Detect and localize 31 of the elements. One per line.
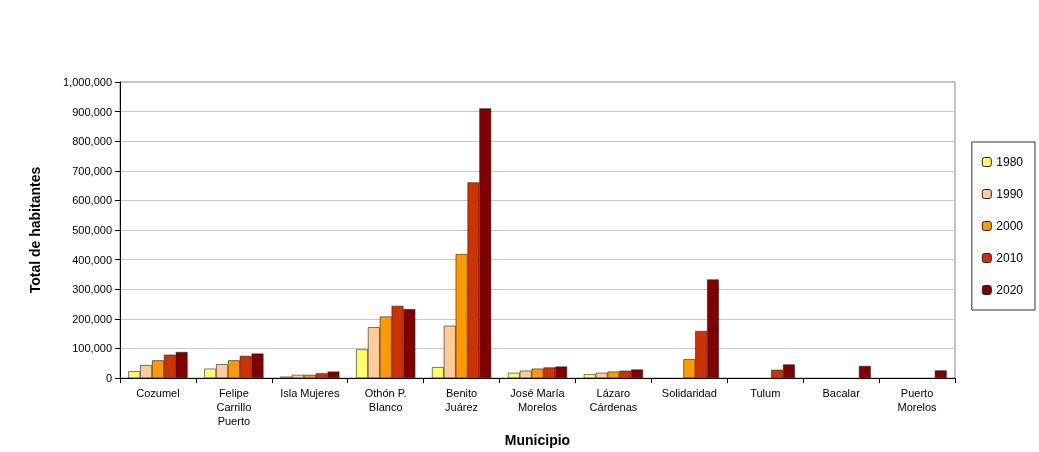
x-tick-label: Cozumel bbox=[136, 387, 180, 400]
legend-label: 2010 bbox=[996, 251, 1024, 265]
x-tick-label: Puerto Morelos bbox=[897, 387, 938, 414]
x-tick-label: Lázaro Cárdenas bbox=[589, 387, 638, 414]
x-tick-label: Benito Juárez bbox=[445, 387, 479, 414]
y-axis-title: Total de habitantes bbox=[27, 166, 43, 294]
y-tick-label: 0 bbox=[105, 372, 112, 385]
x-axis-title: Municipio bbox=[504, 432, 571, 448]
legend-label: 2020 bbox=[996, 283, 1024, 297]
bar bbox=[934, 370, 947, 379]
x-tick-label: José María Morelos bbox=[510, 387, 566, 414]
y-tick-label: 900,000 bbox=[72, 105, 112, 118]
legend-label: 2000 bbox=[996, 219, 1024, 233]
legend-label: 1990 bbox=[996, 187, 1024, 201]
x-tick-label: Othón P. Blanco bbox=[364, 387, 407, 414]
x-tick-label: Felipe Carrillo Puerto bbox=[216, 387, 252, 428]
y-tick-label: 400,000 bbox=[72, 253, 112, 266]
bar bbox=[858, 365, 871, 379]
x-tick-label: Solidaridad bbox=[661, 387, 717, 400]
x-tick-label: Tulum bbox=[750, 387, 781, 400]
legend-label: 1980 bbox=[996, 155, 1024, 169]
y-tick-label: 800,000 bbox=[72, 135, 112, 148]
y-tick-label: 100,000 bbox=[72, 342, 112, 355]
y-tick-label: 500,000 bbox=[72, 224, 112, 237]
y-tick-label: 600,000 bbox=[72, 194, 112, 207]
y-tick-label: 1,000,000 bbox=[63, 76, 112, 88]
y-tick-label: 300,000 bbox=[72, 283, 112, 296]
y-tick-label: 700,000 bbox=[72, 164, 112, 177]
y-tick-label: 200,000 bbox=[72, 312, 112, 325]
x-tick-label: Bacalar bbox=[822, 387, 861, 400]
x-tick-label: Isla Mujeres bbox=[280, 387, 340, 400]
